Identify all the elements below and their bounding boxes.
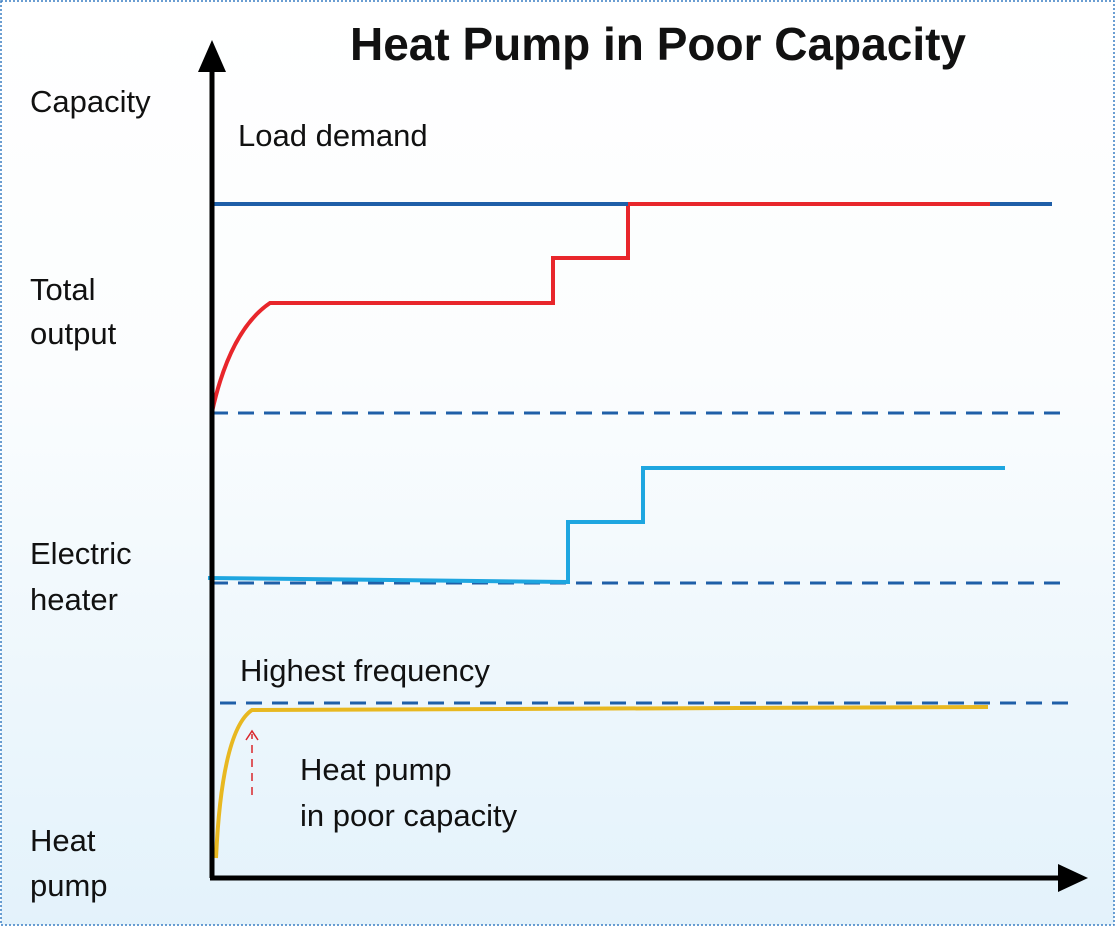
heat-pump-line: [214, 705, 989, 859]
small-arrowhead: [245, 729, 259, 741]
label: Total: [30, 272, 95, 307]
label: Highest frequency: [240, 653, 490, 688]
title: Heat Pump in Poor Capacity: [350, 18, 966, 70]
x-axis-arrow: [1058, 864, 1088, 892]
label: heater: [30, 582, 118, 617]
label: Heat pump: [300, 752, 452, 787]
label: Load demand: [238, 118, 428, 153]
total-output-line: [210, 202, 990, 413]
y-axis-arrow: [198, 40, 226, 72]
label: Electric: [30, 536, 132, 571]
label: in poor capacity: [300, 798, 518, 833]
electric-heater-line: [207, 466, 1005, 585]
label: output: [30, 316, 117, 351]
label: Heat: [30, 823, 96, 858]
label: Capacity: [30, 84, 151, 119]
label: pump: [30, 868, 108, 903]
